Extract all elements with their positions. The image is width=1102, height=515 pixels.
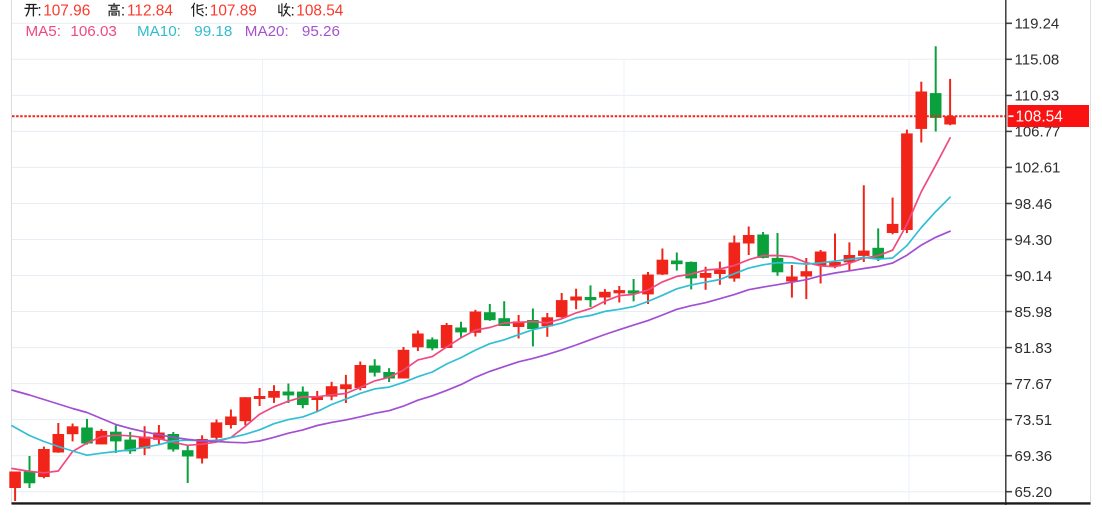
svg-text:112.84: 112.84 bbox=[127, 2, 173, 19]
svg-text:MA5:: MA5: bbox=[26, 23, 61, 40]
svg-text:106.03: 106.03 bbox=[70, 23, 116, 40]
svg-text:115.08: 115.08 bbox=[1015, 52, 1060, 69]
svg-text:102.61: 102.61 bbox=[1015, 160, 1061, 177]
svg-text::: : bbox=[204, 2, 208, 19]
svg-text:98.46: 98.46 bbox=[1015, 196, 1053, 213]
svg-text::: : bbox=[291, 2, 295, 19]
svg-text:99.18: 99.18 bbox=[194, 23, 232, 40]
svg-text:108.54: 108.54 bbox=[296, 2, 344, 19]
svg-text:69.36: 69.36 bbox=[1015, 448, 1053, 465]
svg-text:107.89: 107.89 bbox=[210, 2, 257, 19]
svg-text:119.24: 119.24 bbox=[1015, 16, 1060, 33]
svg-text:81.83: 81.83 bbox=[1015, 340, 1053, 357]
svg-text:94.30: 94.30 bbox=[1015, 232, 1053, 249]
svg-text::: : bbox=[121, 2, 125, 19]
svg-text:MA20:: MA20: bbox=[245, 23, 289, 40]
svg-text:107.96: 107.96 bbox=[43, 2, 90, 19]
svg-text:90.14: 90.14 bbox=[1015, 268, 1053, 285]
svg-text:77.67: 77.67 bbox=[1015, 376, 1053, 393]
svg-text:95.26: 95.26 bbox=[302, 23, 340, 40]
svg-text:106.77: 106.77 bbox=[1015, 124, 1061, 141]
svg-text::: : bbox=[37, 2, 41, 19]
svg-text:73.51: 73.51 bbox=[1015, 412, 1053, 429]
svg-text:108.54: 108.54 bbox=[1016, 109, 1064, 126]
svg-text:MA10:: MA10: bbox=[137, 23, 181, 40]
svg-text:65.20: 65.20 bbox=[1015, 484, 1053, 501]
svg-text:110.93: 110.93 bbox=[1015, 88, 1060, 105]
svg-text:85.98: 85.98 bbox=[1015, 304, 1053, 321]
